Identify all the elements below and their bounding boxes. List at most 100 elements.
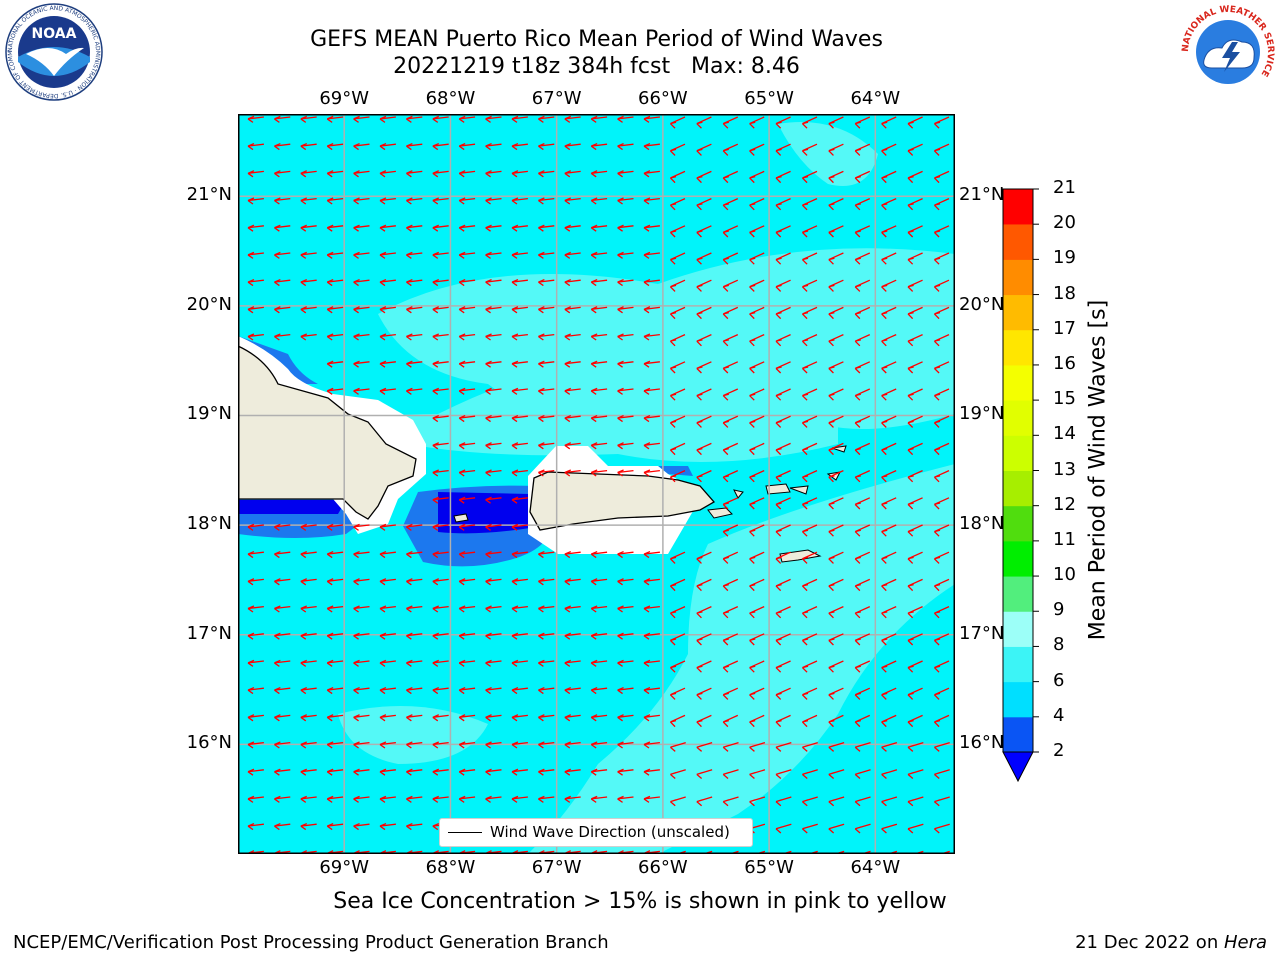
sea-ice-footnote: Sea Ice Concentration > 15% is shown in …	[333, 889, 947, 914]
wind-wave-direction-arrows	[247, 115, 950, 854]
longitude-label: 68°W	[425, 857, 476, 878]
direction-arrow	[564, 550, 581, 559]
direction-arrow	[669, 606, 686, 619]
direction-arrow	[749, 306, 765, 320]
direction-arrow	[326, 387, 344, 395]
direction-arrow	[406, 686, 423, 695]
direction-arrow	[406, 741, 423, 749]
direction-arrow	[564, 469, 581, 477]
direction-arrow	[300, 306, 317, 314]
direction-arrow	[538, 550, 555, 559]
direction-arrow	[749, 606, 765, 619]
direction-arrow	[775, 606, 791, 619]
direction-arrow	[458, 578, 476, 586]
direction-arrow	[326, 768, 344, 776]
direction-arrow	[538, 768, 555, 776]
direction-arrow	[828, 306, 844, 320]
direction-arrow	[722, 225, 739, 238]
direction-arrow	[564, 142, 581, 151]
direction-arrow	[722, 796, 739, 807]
colorbar-segment	[1003, 224, 1033, 260]
direction-arrow	[643, 306, 660, 314]
direction-arrow	[485, 142, 502, 151]
direction-arrow	[485, 360, 502, 368]
direction-arrow	[801, 606, 818, 619]
direction-arrow	[617, 632, 634, 640]
direction-arrow	[854, 497, 871, 510]
direction-arrow	[722, 714, 739, 728]
direction-arrow	[801, 361, 818, 374]
direction-arrow	[326, 251, 344, 259]
direction-arrow	[590, 115, 608, 123]
direction-arrow	[617, 115, 634, 123]
direction-arrow	[538, 605, 555, 613]
direction-arrow	[432, 496, 449, 504]
direction-arrow	[933, 415, 950, 428]
direction-arrow	[538, 795, 555, 803]
direction-arrow	[432, 224, 449, 232]
direction-arrow	[749, 633, 765, 646]
colorbar-tick-label: 12	[1053, 493, 1076, 515]
direction-arrow	[485, 523, 502, 531]
direction-arrow	[511, 387, 528, 395]
direction-arrow	[722, 279, 739, 292]
direction-arrow	[485, 251, 502, 259]
direction-arrow	[458, 306, 476, 314]
colorbar-tick-label: 9	[1053, 599, 1065, 621]
direction-arrow	[907, 714, 923, 728]
direction-arrow	[247, 714, 264, 722]
direction-arrow	[458, 224, 476, 232]
direction-arrow	[458, 659, 476, 667]
direction-arrow	[538, 142, 555, 151]
direction-arrow	[775, 796, 792, 807]
direction-arrow	[749, 714, 765, 728]
direction-arrow	[353, 768, 370, 776]
direction-arrow	[828, 442, 844, 456]
island	[453, 513, 469, 523]
direction-arrow	[617, 387, 634, 395]
direction-arrow	[881, 470, 897, 483]
direction-arrow	[432, 306, 449, 314]
direction-arrow	[749, 198, 765, 211]
direction-arrow	[643, 360, 660, 368]
direction-arrow	[353, 278, 370, 287]
direction-arrow	[511, 768, 528, 776]
direction-arrow	[828, 470, 844, 483]
direction-arrow	[933, 578, 950, 592]
direction-arrow	[722, 524, 739, 537]
direction-arrow	[828, 252, 844, 265]
colorbar-tick-label: 20	[1053, 212, 1076, 234]
direction-arrow	[643, 469, 660, 477]
direction-arrow	[564, 632, 581, 640]
direction-arrow	[854, 470, 871, 483]
direction-arrow	[854, 415, 871, 428]
direction-arrow	[379, 333, 396, 341]
direction-arrow	[801, 116, 818, 129]
colorbar-tick-label: 8	[1053, 634, 1065, 656]
direction-arrow	[300, 115, 317, 123]
direction-arrow	[485, 578, 502, 586]
direction-arrow	[379, 741, 396, 749]
direction-arrow	[696, 660, 712, 673]
direction-arrow	[406, 170, 423, 178]
direction-arrow	[458, 115, 476, 123]
direction-arrow	[564, 605, 581, 613]
direction-arrow	[933, 660, 950, 673]
direction-arrow	[511, 550, 528, 559]
direction-arrow	[274, 224, 291, 232]
direction-arrow	[564, 578, 581, 586]
direction-arrow	[511, 306, 528, 314]
direction-arrow	[801, 252, 818, 265]
latitude-label: 20°N	[186, 293, 232, 315]
direction-arrow	[643, 795, 660, 803]
direction-arrow	[432, 414, 449, 423]
direction-arrow	[749, 279, 765, 292]
direction-arrow	[590, 197, 608, 205]
direction-arrow	[485, 768, 502, 776]
direction-arrow	[247, 142, 264, 151]
direction-arrow	[617, 333, 634, 341]
colorbar-segment	[1003, 364, 1033, 401]
direction-arrow	[538, 632, 555, 640]
direction-arrow	[801, 334, 818, 347]
direction-arrow	[643, 278, 660, 287]
